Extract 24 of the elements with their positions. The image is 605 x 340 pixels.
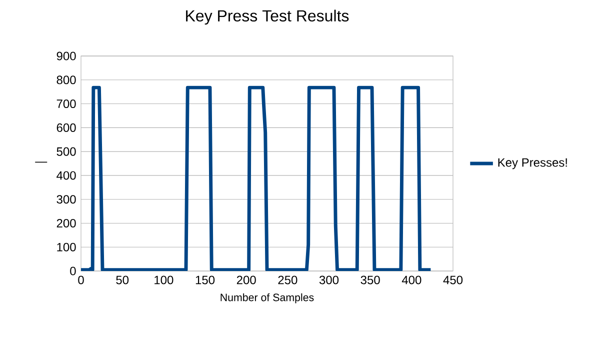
y-tick-label: 500 — [56, 147, 76, 156]
x-tick-label: 450 — [443, 276, 463, 284]
y-tick-label: 800 — [56, 76, 76, 84]
x-tick-label: 0 — [78, 276, 84, 284]
y-tick-label: 300 — [56, 195, 76, 204]
y-axis-title: — — [35, 162, 48, 163]
y-tick-label: 600 — [56, 123, 76, 132]
chart-title: Key Press Test Results — [186, 10, 349, 25]
x-tick-label: 400 — [402, 276, 422, 284]
y-tick-label: 700 — [56, 100, 76, 108]
x-tick-label: 100 — [154, 276, 174, 284]
legend-label: Key Presses! — [498, 158, 567, 170]
x-tick-label: 150 — [196, 276, 215, 284]
y-tick-label: 100 — [57, 242, 76, 252]
y-tick-label: 200 — [56, 218, 76, 228]
x-tick-label: 300 — [319, 276, 339, 284]
x-tick-label: 50 — [116, 276, 129, 284]
x-tick-label: 350 — [360, 276, 380, 284]
y-tick-label: 400 — [56, 171, 76, 180]
y-tick-label: 900 — [56, 52, 76, 60]
y-tick-label: 0 — [70, 266, 76, 276]
x-tick-label: 250 — [278, 276, 298, 284]
x-tick-label: 200 — [236, 276, 256, 284]
x-axis-title: Number of Samples — [220, 293, 314, 304]
